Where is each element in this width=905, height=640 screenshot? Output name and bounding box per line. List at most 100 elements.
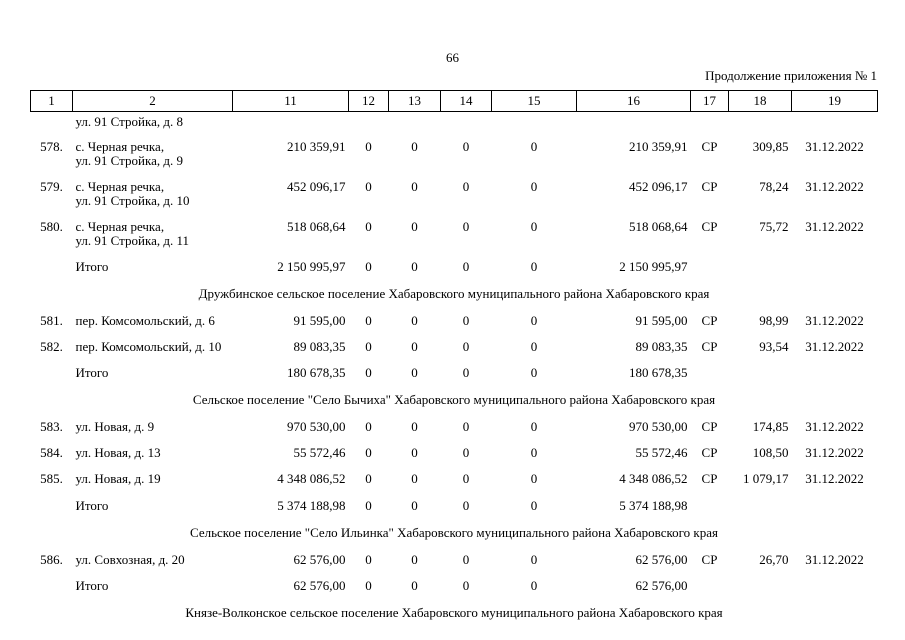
cell-col13: 0 bbox=[411, 497, 418, 513]
cell-col13: 0 bbox=[411, 179, 418, 195]
cell-col17 bbox=[691, 360, 729, 386]
total-row: Итого 5 374 188,98 0 0 0 0 5 374 188,98 bbox=[31, 493, 878, 519]
cell-col16: 970 530,00 bbox=[629, 419, 688, 435]
cell-col11: 55 572,46 bbox=[293, 445, 346, 461]
cell-row-number: 585. bbox=[40, 471, 63, 487]
cell-col13: 0 bbox=[411, 313, 418, 329]
cell-col16: 62 576,00 bbox=[635, 551, 688, 567]
cell-col17 bbox=[691, 493, 729, 519]
cell-col16: 210 359,91 bbox=[629, 139, 688, 155]
cell-col17 bbox=[691, 112, 729, 135]
table-row: 580. с. Черная речка, ул. 91 Стройка, д. … bbox=[31, 214, 878, 254]
cell-col12: 0 bbox=[365, 313, 372, 329]
cell-col12: 0 bbox=[365, 365, 372, 381]
cell-col19 bbox=[792, 254, 878, 280]
cell-col15: 0 bbox=[530, 551, 538, 567]
table-row: 584. ул. Новая, д. 13 55 572,46 0 0 0 0 55 572,… bbox=[31, 440, 878, 466]
cell-row-number: 584. bbox=[40, 445, 63, 461]
cell-col11: 62 576,00 bbox=[293, 577, 346, 593]
cell-address: Итого bbox=[75, 365, 109, 381]
cell-col18 bbox=[729, 493, 792, 519]
cell-col14: 0 bbox=[462, 419, 470, 435]
cell-address: с. Черная речка, ул. 91 Стройка, д. 11 bbox=[75, 219, 189, 249]
cell-col14: 0 bbox=[462, 365, 470, 381]
cell-address: ул. Новая, д. 13 bbox=[75, 445, 161, 461]
cell-col15: 0 bbox=[530, 339, 538, 355]
cell-col13 bbox=[389, 112, 441, 135]
page-number: 66 bbox=[446, 50, 459, 65]
cell-col11: 5 374 188,98 bbox=[277, 497, 346, 513]
table-body: ул. 91 Стройка, д. 8 578. с. Черная речка,… bbox=[31, 112, 878, 627]
cell-col13: 0 bbox=[411, 551, 418, 567]
cell-col16: 55 572,46 bbox=[635, 445, 688, 461]
cell-address: пер. Комсомольский, д. 6 bbox=[75, 313, 215, 329]
cell-col12: 0 bbox=[365, 179, 372, 195]
cell-row-number: 586. bbox=[40, 551, 63, 567]
cell-row-number bbox=[31, 360, 73, 386]
cell-col18: 98,99 bbox=[759, 313, 789, 329]
table-row: 582. пер. Комсомольский, д. 10 89 083,35 0 0… bbox=[31, 334, 878, 360]
cell-col15: 0 bbox=[530, 577, 538, 593]
cell-col14: 0 bbox=[462, 339, 470, 355]
cell-col18 bbox=[729, 573, 792, 599]
cell-row-number bbox=[31, 573, 73, 599]
cell-col14: 0 bbox=[462, 471, 470, 487]
table-row: 586. ул. Совхозная, д. 20 62 576,00 0 0 0 0 62 … bbox=[31, 547, 878, 573]
cell-col11: 452 096,17 bbox=[287, 179, 346, 195]
section-title: Сельское поселение "Село Бычиха" Хабаров… bbox=[192, 392, 716, 408]
column-header: 19 bbox=[791, 90, 878, 112]
cell-col18: 309,85 bbox=[752, 139, 789, 155]
cell-col11: 89 083,35 bbox=[293, 339, 346, 355]
cell-address: Итого bbox=[75, 497, 109, 513]
cell-col12: 0 bbox=[365, 419, 372, 435]
cell-col18: 75,72 bbox=[759, 219, 789, 235]
cell-col17 bbox=[691, 254, 729, 280]
cell-col12: 0 bbox=[365, 139, 372, 155]
cell-col11: 2 150 995,97 bbox=[277, 259, 346, 275]
cell-col14: 0 bbox=[462, 577, 470, 593]
table-row: 585. ул. Новая, д. 19 4 348 086,52 0 0 0 0 4 34… bbox=[31, 466, 878, 492]
column-header: 11 bbox=[232, 90, 349, 112]
cell-col15: 0 bbox=[530, 471, 538, 487]
cell-col19 bbox=[792, 493, 878, 519]
cell-col17: СР bbox=[701, 471, 718, 487]
column-header: 18 bbox=[728, 90, 792, 112]
continuation-note: Продолжение приложения № 1 bbox=[705, 68, 877, 83]
total-row: Итого 180 678,35 0 0 0 0 180 678,35 bbox=[31, 360, 878, 386]
cell-row-number bbox=[31, 112, 73, 135]
cell-col17: СР bbox=[701, 179, 718, 195]
cell-row-number: 579. bbox=[40, 179, 63, 195]
cell-address: с. Черная речка, ул. 91 Стройка, д. 9 bbox=[75, 139, 183, 169]
cell-col18: 174,85 bbox=[752, 419, 789, 435]
section-header-row: Сельское поселение "Село Ильинка" Хабаро… bbox=[31, 519, 878, 547]
total-row: Итого 62 576,00 0 0 0 0 62 576,00 bbox=[31, 573, 878, 599]
cell-col15: 0 bbox=[530, 365, 538, 381]
cell-col16: 62 576,00 bbox=[635, 577, 688, 593]
cell-col14: 0 bbox=[462, 139, 470, 155]
cell-col19 bbox=[792, 573, 878, 599]
cell-col17: СР bbox=[701, 313, 718, 329]
cell-col11: 210 359,91 bbox=[287, 139, 346, 155]
appendix-table: 1 2 11 12 13 14 15 16 17 18 19 ул. 91 Стройка, д. … bbox=[30, 90, 878, 627]
cell-col18 bbox=[729, 254, 792, 280]
cell-col11: 970 530,00 bbox=[287, 419, 346, 435]
cell-col19: 31.12.2022 bbox=[805, 419, 864, 435]
cell-col19: 31.12.2022 bbox=[805, 179, 864, 195]
section-header-row: Князе-Волконское сельское поселение Хаба… bbox=[31, 599, 878, 627]
cell-col13: 0 bbox=[411, 419, 418, 435]
cell-col15: 0 bbox=[530, 445, 538, 461]
cell-address: пер. Комсомольский, д. 10 bbox=[75, 339, 222, 355]
cell-col17: СР bbox=[701, 551, 718, 567]
cell-col15: 0 bbox=[530, 259, 538, 275]
cell-col13: 0 bbox=[411, 471, 418, 487]
cell-col17: СР bbox=[701, 219, 718, 235]
cell-address: ул. Новая, д. 19 bbox=[75, 471, 161, 487]
cell-row-number: 578. bbox=[40, 139, 63, 155]
cell-col11: 180 678,35 bbox=[287, 365, 346, 381]
cell-col19: 31.12.2022 bbox=[805, 219, 864, 235]
cell-col18: 78,24 bbox=[759, 179, 789, 195]
cell-col19 bbox=[792, 112, 878, 135]
cell-col18: 93,54 bbox=[759, 339, 789, 355]
cell-col17: СР bbox=[701, 339, 718, 355]
